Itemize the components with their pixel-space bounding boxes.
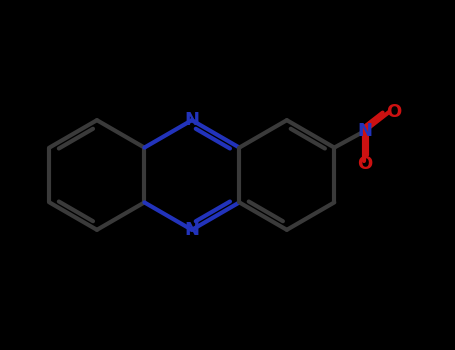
Text: O: O [386, 103, 401, 121]
Text: O: O [357, 155, 372, 173]
Text: N: N [184, 221, 199, 239]
Text: N: N [357, 122, 372, 140]
Text: N: N [184, 111, 199, 129]
